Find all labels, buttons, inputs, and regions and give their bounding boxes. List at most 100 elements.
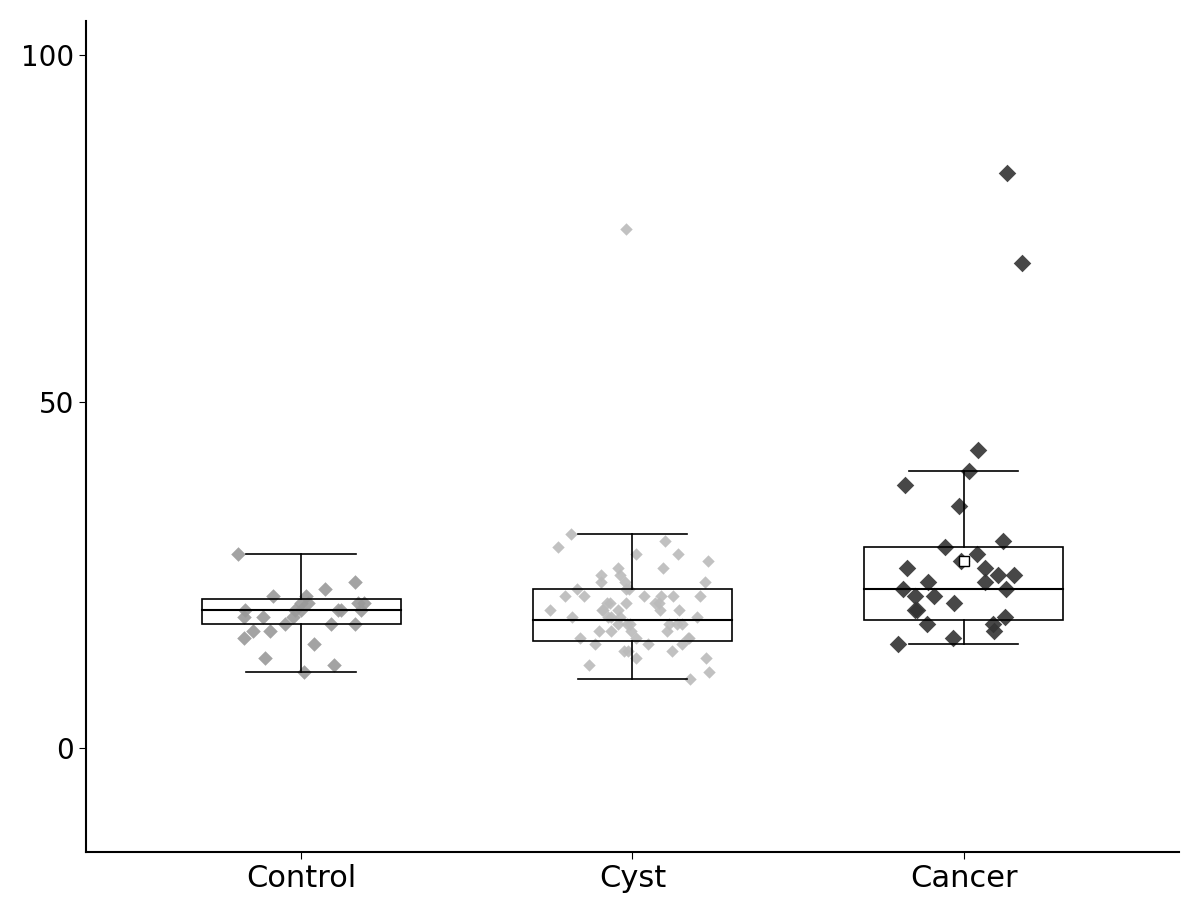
Point xyxy=(540,602,559,617)
Point xyxy=(601,623,620,638)
Point xyxy=(346,575,365,590)
Point xyxy=(668,602,688,617)
Point xyxy=(292,596,311,611)
Point xyxy=(950,554,970,569)
Point xyxy=(578,658,598,673)
Point xyxy=(996,610,1015,624)
Point xyxy=(574,589,593,603)
Point xyxy=(652,589,671,603)
Point xyxy=(688,610,707,624)
Point xyxy=(949,498,968,513)
Point xyxy=(235,602,254,617)
Point xyxy=(592,568,611,582)
Point xyxy=(626,547,646,562)
Point xyxy=(352,602,371,617)
Point xyxy=(563,610,582,624)
Point xyxy=(355,596,374,611)
Point xyxy=(608,602,628,617)
Point xyxy=(944,596,964,611)
Point xyxy=(906,602,925,617)
Point xyxy=(295,664,314,679)
Point xyxy=(918,575,937,590)
Point xyxy=(672,637,691,652)
Point xyxy=(997,166,1016,181)
Point xyxy=(228,547,247,562)
Point xyxy=(679,631,698,645)
Point xyxy=(638,637,658,652)
Point xyxy=(298,596,317,611)
Point xyxy=(983,616,1002,631)
Point xyxy=(592,602,611,617)
Point xyxy=(1013,256,1032,271)
Point xyxy=(976,561,995,576)
Point xyxy=(935,540,954,555)
Point xyxy=(696,575,715,590)
Point xyxy=(599,610,618,624)
Point xyxy=(924,589,943,603)
Point xyxy=(586,637,605,652)
Bar xyxy=(202,600,401,623)
Point xyxy=(626,651,646,665)
Point xyxy=(673,616,692,631)
Point xyxy=(322,616,341,631)
Point xyxy=(997,581,1016,596)
Point xyxy=(616,581,635,596)
Point xyxy=(283,610,302,624)
Point xyxy=(967,547,986,562)
Point xyxy=(668,547,688,562)
Point xyxy=(898,561,917,576)
Point xyxy=(349,596,368,611)
Point xyxy=(253,610,272,624)
Point xyxy=(242,623,262,638)
Point xyxy=(601,596,620,611)
Point xyxy=(653,561,672,576)
Point xyxy=(292,602,311,617)
Point xyxy=(608,561,628,576)
Point xyxy=(989,568,1008,582)
Point xyxy=(620,616,640,631)
Point xyxy=(696,651,715,665)
Point xyxy=(907,602,926,617)
Point xyxy=(649,596,668,611)
Point xyxy=(679,631,698,645)
Point xyxy=(592,575,611,590)
Point xyxy=(984,623,1003,638)
Point xyxy=(617,221,636,236)
Point xyxy=(234,631,253,645)
Point xyxy=(562,526,581,541)
Point xyxy=(594,602,613,617)
Point xyxy=(650,602,670,617)
Point xyxy=(616,575,635,590)
Point xyxy=(619,581,638,596)
Bar xyxy=(864,547,1063,621)
Point xyxy=(889,637,908,652)
Point xyxy=(700,664,719,679)
Point xyxy=(646,596,665,611)
Point xyxy=(655,533,674,547)
Point xyxy=(698,554,718,569)
Point xyxy=(596,596,616,611)
Point xyxy=(325,658,344,673)
Point xyxy=(256,651,275,665)
Point xyxy=(286,602,305,617)
Point xyxy=(622,623,641,638)
Point xyxy=(296,589,316,603)
Point xyxy=(329,602,348,617)
Point xyxy=(305,637,324,652)
Point xyxy=(635,589,654,603)
Point xyxy=(994,533,1013,547)
Point xyxy=(658,623,677,638)
Point xyxy=(260,623,280,638)
Point xyxy=(943,631,962,645)
Point xyxy=(610,568,629,582)
Point xyxy=(608,616,628,631)
Point xyxy=(968,443,988,458)
Point xyxy=(960,464,979,479)
Point xyxy=(316,581,335,596)
Point xyxy=(568,581,587,596)
Point xyxy=(618,644,637,659)
Point xyxy=(905,589,924,603)
Point xyxy=(918,616,937,631)
Point xyxy=(662,589,682,603)
Point xyxy=(667,616,686,631)
